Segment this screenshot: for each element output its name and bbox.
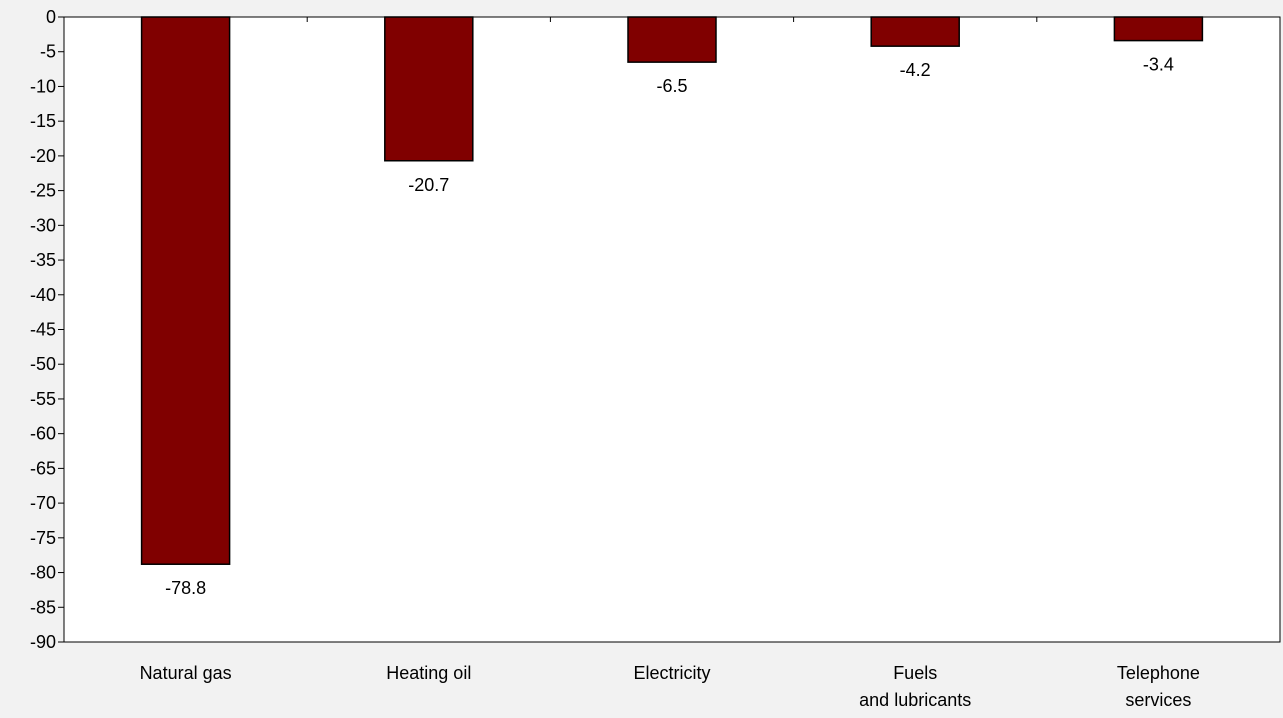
- bar: [1113, 16, 1204, 42]
- data-label: -6.5: [656, 76, 687, 96]
- y-tick-label: -45: [30, 320, 56, 340]
- y-tick-label: -5: [40, 42, 56, 62]
- y-tick-label: -55: [30, 389, 56, 409]
- y-tick-label: -75: [30, 528, 56, 548]
- y-tick-label: -20: [30, 146, 56, 166]
- y-tick-label: -15: [30, 111, 56, 131]
- y-tick-label: -30: [30, 215, 56, 235]
- y-tick-label: -35: [30, 250, 56, 270]
- category-label-line: Telephone: [1117, 663, 1200, 683]
- category-label-line: and lubricants: [859, 690, 971, 710]
- bar: [140, 16, 231, 565]
- category-label-line: services: [1125, 690, 1191, 710]
- plot-area: [63, 16, 1281, 643]
- category-label: Heating oil: [386, 663, 471, 683]
- data-label: -4.2: [900, 60, 931, 80]
- y-tick-label: -50: [30, 354, 56, 374]
- x-axis-ticks: [306, 17, 1038, 22]
- category-label: Fuels and lubricants: [859, 663, 971, 710]
- category-label: Natural gas: [140, 663, 232, 683]
- y-tick-label: -25: [30, 181, 56, 201]
- bar: [384, 16, 474, 162]
- y-tick-label: -70: [30, 493, 56, 513]
- y-tick-label: -40: [30, 285, 56, 305]
- y-axis: 0 -5 -10 -15 -20 -25 -30 -35 -40 -45 -50 -55 -60 -65 -…: [30, 7, 64, 652]
- category-label-line: Natural gas: [140, 663, 232, 683]
- y-tick-label: -10: [30, 76, 56, 96]
- bar: [870, 16, 960, 47]
- bar: [627, 16, 717, 63]
- category-label-line: Fuels: [893, 663, 937, 683]
- y-tick-label: -85: [30, 597, 56, 617]
- y-tick-label: -90: [30, 632, 56, 652]
- data-label: -78.8: [165, 578, 206, 598]
- category-label-line: Electricity: [633, 663, 710, 683]
- y-tick-label: -60: [30, 424, 56, 444]
- category-labels: Natural gas Heating oil Electricity Fuels an…: [140, 663, 1200, 710]
- category-label: Telephone services: [1117, 663, 1200, 710]
- data-label: -3.4: [1143, 55, 1174, 75]
- bars: [140, 16, 1204, 565]
- y-tick-label: -80: [30, 563, 56, 583]
- category-label: Electricity: [633, 663, 710, 683]
- category-label-line: Heating oil: [386, 663, 471, 683]
- data-label: -20.7: [408, 175, 449, 195]
- data-labels: -78.8 -20.7 -6.5 -4.2 -3.4: [165, 55, 1174, 599]
- y-tick-label: -65: [30, 458, 56, 478]
- y-tick-label: 0: [46, 7, 56, 27]
